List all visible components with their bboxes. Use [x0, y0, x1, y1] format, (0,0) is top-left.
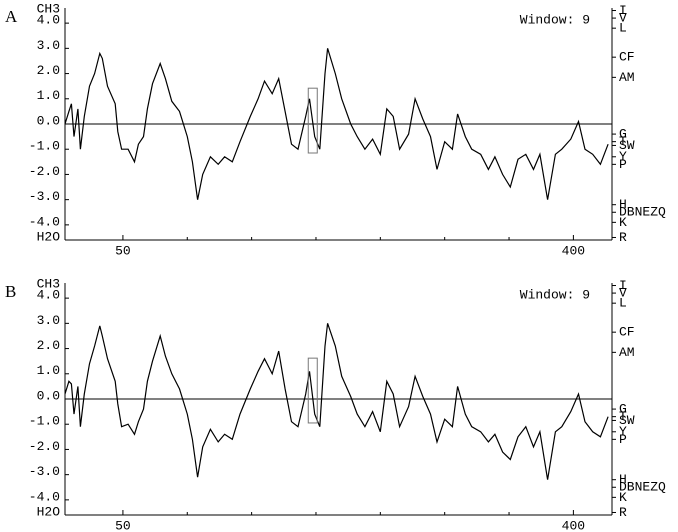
- y-tick-label: 4.0: [37, 288, 60, 303]
- highlight-box: [307, 87, 318, 154]
- y2-tick-label: V: [619, 11, 627, 26]
- panel-label: A: [5, 7, 18, 26]
- bottom-label: H2O: [37, 229, 61, 244]
- y2-tick-label: DBNEZQ: [619, 480, 666, 495]
- y2-tick-label: Y: [619, 424, 627, 439]
- y-tick-label: -2.0: [29, 164, 60, 179]
- y-tick-label: -4.0: [29, 214, 60, 229]
- y2-tick-label: L: [619, 296, 627, 311]
- window-label: Window: 9: [520, 287, 590, 302]
- top-label: CH3: [37, 1, 60, 16]
- y-tick-label: 3.0: [37, 38, 60, 53]
- x-tick-label: 50: [115, 243, 131, 258]
- y-tick-label: 2.0: [37, 338, 60, 353]
- window-label: Window: 9: [520, 12, 590, 27]
- y2-tick-label: V: [619, 286, 627, 301]
- x-tick-label: 400: [562, 243, 585, 258]
- y2-tick-label: I: [619, 278, 627, 293]
- y-tick-label: -3.0: [29, 189, 60, 204]
- y-tick-label: -1.0: [29, 414, 60, 429]
- y-tick-label: -2.0: [29, 439, 60, 454]
- highlight-box: [307, 357, 318, 424]
- y2-tick-label: T: [619, 134, 627, 149]
- y2-tick-label: CF: [619, 325, 635, 340]
- y-tick-label: 1.0: [37, 363, 60, 378]
- y2-tick-label: CF: [619, 50, 635, 65]
- y2-tick-label: P: [619, 432, 627, 447]
- bottom-label: H2O: [37, 504, 61, 519]
- top-label: CH3: [37, 276, 60, 291]
- y-tick-label: 3.0: [37, 313, 60, 328]
- y2-tick-label: SW: [619, 138, 635, 153]
- y-tick-label: 1.0: [37, 88, 60, 103]
- y2-tick-label: H: [619, 197, 627, 212]
- x-tick-label: 400: [562, 518, 585, 532]
- y-tick-label: -4.0: [29, 489, 60, 504]
- y2-tick-label: R: [619, 230, 627, 245]
- hydropathy-line: [64, 48, 609, 200]
- y2-tick-label: DBNEZQ: [619, 205, 666, 220]
- y2-tick-label: K: [619, 215, 627, 230]
- y2-tick-label: L: [619, 21, 627, 36]
- y2-tick-label: I: [619, 3, 627, 18]
- y-tick-label: -1.0: [29, 139, 60, 154]
- y2-tick-label: SW: [619, 413, 635, 428]
- x-tick-label: 50: [115, 518, 131, 532]
- y2-tick-label: G: [619, 402, 627, 417]
- panel-label: B: [5, 282, 16, 301]
- y2-tick-label: K: [619, 490, 627, 505]
- hydropathy-line: [64, 323, 609, 480]
- y2-tick-label: G: [619, 127, 627, 142]
- y-tick-label: 0.0: [37, 113, 60, 128]
- y2-tick-label: AM: [619, 345, 635, 360]
- y-tick-label: 2.0: [37, 63, 60, 78]
- y2-tick-label: P: [619, 157, 627, 172]
- y-tick-label: 0.0: [37, 388, 60, 403]
- y2-tick-label: H: [619, 472, 627, 487]
- y-tick-label: -3.0: [29, 464, 60, 479]
- y2-tick-label: T: [619, 409, 627, 424]
- y-tick-label: 4.0: [37, 13, 60, 28]
- y2-tick-label: AM: [619, 70, 635, 85]
- y2-tick-label: R: [619, 505, 627, 520]
- y2-tick-label: Y: [619, 149, 627, 164]
